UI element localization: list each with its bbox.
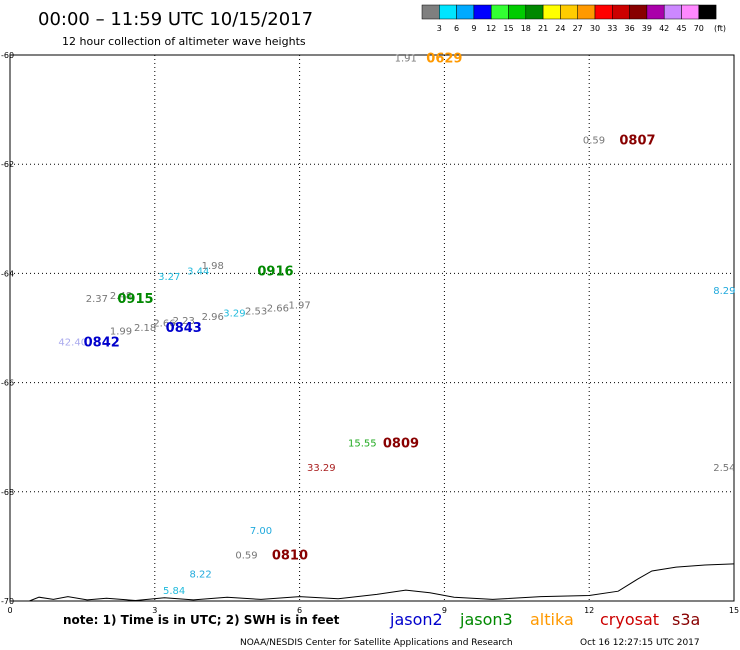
wave-height-label: 2.66: [267, 303, 289, 314]
legend-tick-label: 12: [486, 24, 496, 33]
legend-unit: (ft): [714, 24, 726, 33]
legend-tick-label: 45: [676, 24, 686, 33]
legend-tick-label: 70: [694, 24, 704, 33]
wave-height-label: 3.44: [187, 267, 209, 278]
axis-tick-labels: 0 3 6 9 12 15 -60 -62 -64 -66 -68 -70: [1, 51, 739, 615]
wave-height-label: 2.18: [134, 323, 156, 334]
x-tick-label: 15: [729, 606, 739, 615]
pass-time-label: 0915: [117, 292, 153, 307]
wave-height-label: 2.37: [86, 294, 108, 305]
legend-swatch: [473, 4, 492, 20]
legend-tick-label: 39: [642, 24, 652, 33]
legend-tick-label: 36: [625, 24, 635, 33]
wave-height-label: 8.29: [713, 286, 735, 297]
wave-height-label: 2.23: [173, 316, 195, 327]
wave-height-label: 0.59: [235, 551, 257, 562]
wave-height-label: 2.96: [202, 312, 224, 323]
wave-height-label: 0.59: [583, 136, 605, 147]
legend-swatch: [439, 4, 457, 20]
wave-height-label: 2.66: [153, 319, 175, 330]
satellite-name: jason2: [389, 610, 443, 629]
pass-labels: 0629 0807 0916 0915 0842 0843 0809 0810: [84, 52, 656, 564]
footer-timestamp: Oct 16 12:27:15 UTC 2017: [580, 638, 700, 648]
legend-swatch: [681, 4, 700, 20]
color-legend: 3 6 9 12 15 18 21 24 27 30 33 36 39 42 45 70: [421, 4, 717, 33]
legend-tick-label: 15: [503, 24, 513, 33]
legend-swatch: [577, 4, 596, 20]
legend-tick-label: 6: [454, 24, 459, 33]
satellite-name: altika: [530, 610, 574, 629]
x-tick-label: 6: [297, 606, 302, 615]
coastline: [29, 563, 735, 602]
y-tick-label: -70: [1, 597, 14, 606]
pass-time-label: 0810: [272, 549, 308, 564]
legend-swatch: [421, 4, 440, 20]
wave-height-label: 1.99: [110, 327, 132, 338]
legend-swatch: [508, 4, 527, 20]
y-tick-label: -62: [1, 160, 14, 169]
pass-time-label: 0842: [84, 336, 120, 351]
wave-height-label: 42.40: [58, 338, 87, 349]
satellite-legend: jason2 jason3 altika cryosat s3a: [389, 610, 700, 629]
legend-tick-label: 33: [607, 24, 617, 33]
y-tick-label: -60: [1, 51, 14, 60]
grid-lines: [10, 55, 734, 601]
pass-time-label: 0843: [166, 321, 202, 336]
wave-height-label: 2.48: [110, 291, 132, 302]
wave-height-label: 7.00: [250, 526, 272, 537]
x-tick-label: 3: [152, 606, 157, 615]
x-tick-label: 0: [7, 606, 12, 615]
x-tick-label: 9: [442, 606, 447, 615]
legend-swatch: [490, 4, 509, 20]
legend-tick-label: 9: [471, 24, 476, 33]
satellite-name: s3a: [672, 610, 700, 629]
pass-time-label: 0916: [257, 265, 293, 280]
wave-height-label: 5.84: [163, 586, 185, 597]
legend-swatch: [629, 4, 648, 20]
legend-swatch: [542, 4, 561, 20]
wave-height-label: 3.29: [223, 309, 245, 320]
x-tick-label: 12: [584, 606, 594, 615]
wave-height-label: 1.91: [395, 54, 417, 65]
legend-swatch: [663, 4, 682, 20]
legend-tick-label: 3: [437, 24, 442, 33]
legend-tick-label: 42: [659, 24, 669, 33]
plot-frame: [9, 54, 735, 602]
legend-tick-label: 18: [521, 24, 531, 33]
legend-swatch: [456, 4, 475, 20]
pass-time-label: 0809: [383, 437, 419, 452]
chart-title: 00:00 – 11:59 UTC 10/15/2017: [38, 9, 313, 30]
pass-time-label: 0629: [426, 52, 462, 67]
legend-tick-label: 21: [538, 24, 548, 33]
wave-height-label: 2.53: [245, 307, 267, 318]
y-tick-label: -68: [1, 488, 14, 497]
legend-swatch: [594, 4, 613, 20]
footer-credit: NOAA/NESDIS Center for Satellite Applica…: [240, 638, 513, 648]
y-tick-label: -66: [1, 379, 14, 388]
chart-subtitle: 12 hour collection of altimeter wave hei…: [62, 35, 306, 48]
y-tick-label: -64: [1, 269, 14, 278]
wave-height-label: 8.22: [190, 570, 212, 581]
wave-height-label: 3.27: [158, 272, 180, 283]
wave-height-label: 15.55: [348, 439, 377, 450]
legend-swatch: [560, 4, 578, 20]
satellite-name: jason3: [459, 610, 513, 629]
footer-note: note: 1) Time is in UTC; 2) SWH is in fe…: [63, 613, 340, 627]
legend-tick-label: 27: [573, 24, 583, 33]
legend-tick-label: 30: [590, 24, 600, 33]
coastline-path: [29, 563, 735, 602]
wave-height-label: 1.97: [288, 301, 310, 312]
legend-swatch: [698, 4, 717, 20]
wave-height-label: 33.29: [307, 463, 336, 474]
satellite-name: cryosat: [600, 610, 659, 629]
legend-swatch: [612, 4, 630, 20]
pass-time-label: 0807: [619, 134, 655, 149]
legend-swatch: [646, 4, 665, 20]
legend-tick-label: 24: [555, 24, 565, 33]
wave-height-label: 1.98: [202, 261, 224, 272]
legend-swatch: [525, 4, 544, 20]
wave-height-label: 2.54: [713, 463, 735, 474]
